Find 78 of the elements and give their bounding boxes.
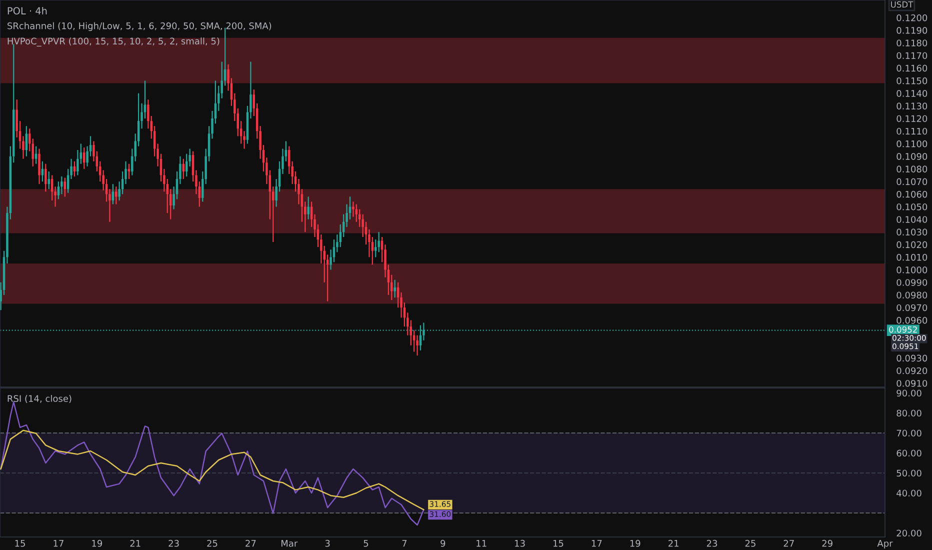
y-tick-label: 0.0990	[896, 279, 928, 286]
y-tick-label: 0.1160	[896, 64, 928, 72]
x-tick-label: Apr	[877, 540, 893, 549]
y-tick-label: 20.00	[896, 530, 922, 537]
candlestick	[112, 183, 114, 205]
y-tick-label: 0.1130	[896, 102, 928, 110]
x-tick-label: 23	[706, 540, 718, 547]
x-tick-label: 17	[592, 540, 602, 547]
annotation: HVPoC_VPVR (100, 15, 15, 10, 2, 5, 2, small, 5)	[8, 38, 220, 46]
x-tick-label: 19	[92, 540, 102, 547]
ref-line-label: 0.0952	[889, 326, 917, 333]
x-tick-label: 25	[745, 540, 756, 547]
y-tick-label: 0.1200	[896, 14, 928, 22]
candlestick	[288, 146, 290, 175]
y-tick-label: 0.1020	[896, 241, 928, 248]
y-tick-label: 80.00	[896, 410, 922, 417]
y-tick-label: 0.1100	[896, 140, 928, 148]
candlestick	[394, 279, 396, 298]
y-tick-label: 0.0910	[896, 380, 928, 387]
annotation: SRchannel (10, High/Low, 5, 1, 6, 290, 50, SMA, 200, SMA)	[8, 22, 272, 31]
y-tick-label: 90.00	[896, 390, 922, 397]
x-tick-label: 11	[476, 540, 486, 547]
x-tick-label: 21	[668, 540, 678, 547]
x-tick-label: 21	[130, 540, 140, 547]
y-tick-label: 0.1010	[896, 254, 928, 261]
candlestick	[115, 186, 118, 205]
y-tick-label: 0.1190	[896, 26, 928, 34]
x-tick-label: 13	[515, 540, 525, 547]
x-tick-label: 27	[246, 540, 256, 547]
x-tick-label: 17	[54, 540, 64, 547]
x-tick-label: 7	[402, 540, 407, 547]
y-tick-label: 0.1080	[896, 166, 928, 172]
y-tick-label: 0.1180	[896, 40, 928, 46]
y-tick-label: 50.00	[896, 470, 922, 477]
candlestick	[374, 238, 377, 258]
y-tick-label: 0.1040	[896, 216, 928, 223]
x-tick-label: 15	[15, 540, 25, 547]
y-tick-label: 0.1110	[896, 128, 928, 135]
y-tick-label: 40.00	[896, 490, 922, 497]
x-tick-label: 3	[325, 540, 330, 547]
y-tick-label: 70.00	[896, 430, 922, 437]
y-tick-label: 0.0960	[896, 316, 928, 324]
y-tick-label: 0.1070	[896, 178, 928, 186]
y-axis-title: USDT	[891, 1, 914, 8]
annotation: RSI (14, close)	[8, 394, 72, 403]
x-tick-label: 5	[364, 540, 368, 547]
x-tick-label: Mar	[281, 540, 298, 547]
candlestick	[57, 180, 60, 200]
y-tick-label: 0.1050	[896, 203, 928, 210]
y-tick-label: 0.1140	[896, 90, 928, 97]
x-tick-label: 25	[207, 540, 218, 547]
candlestick	[378, 231, 380, 253]
text: POL · 4h	[8, 6, 47, 14]
x-tick-label: 19	[630, 540, 640, 547]
x-tick-label: 9	[440, 540, 446, 547]
candlestick	[60, 176, 63, 195]
y-tick-label: 0.0970	[896, 304, 928, 312]
y-tick-label: 0.1090	[896, 153, 928, 160]
x-tick-label: 27	[784, 540, 794, 547]
y-tick-label: 0.1170	[896, 52, 928, 60]
candlestick	[48, 170, 50, 190]
y-tick-label: 0.1030	[896, 228, 928, 236]
y-tick-label: 0.1060	[896, 190, 928, 198]
candlestick	[416, 334, 418, 356]
candlestick	[44, 163, 47, 192]
y-tick-label: 0.1000	[896, 266, 928, 274]
x-tick-label: 15	[553, 540, 564, 547]
y-tick-label: 0.0980	[896, 292, 928, 299]
y-tick-label: 0.1120	[896, 115, 928, 122]
y-tick-label: 0.0930	[896, 354, 928, 362]
y-tick-label: 60.00	[896, 450, 922, 457]
x-tick-label: 29	[822, 540, 832, 547]
y-tick-label: 0.0920	[896, 367, 928, 374]
x-tick-label: 23	[168, 540, 179, 547]
candlestick	[25, 126, 28, 157]
candlestick	[38, 148, 40, 185]
candlestick	[307, 196, 310, 220]
y-tick-label: 0.1150	[896, 77, 928, 84]
